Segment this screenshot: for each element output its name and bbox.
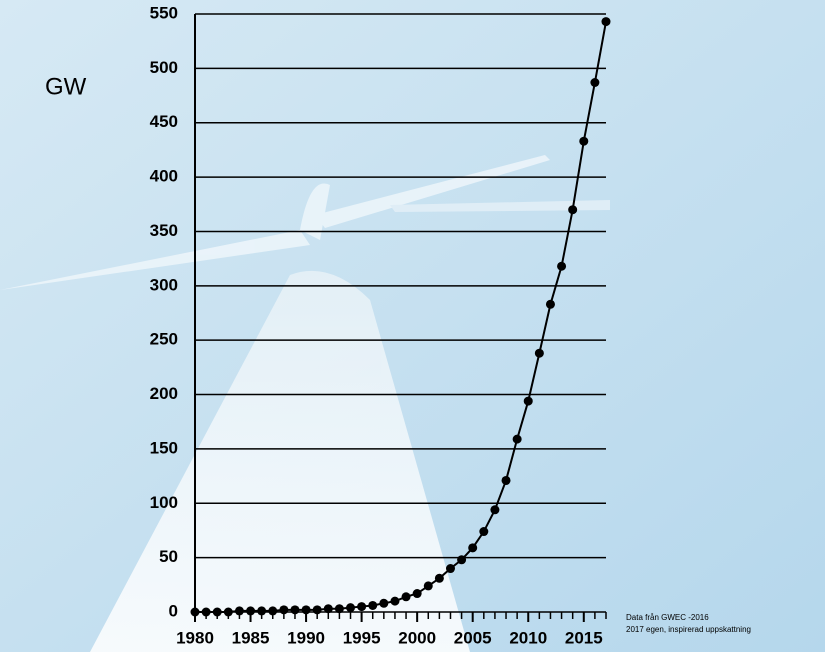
y-tick-label: 100	[150, 493, 178, 512]
y-tick-label: 400	[150, 167, 178, 186]
y-tick-label: 350	[150, 221, 178, 240]
data-point	[424, 581, 433, 590]
data-point	[446, 564, 455, 573]
data-point	[590, 78, 599, 87]
data-point	[579, 137, 588, 146]
data-point	[513, 435, 522, 444]
data-point	[213, 608, 222, 617]
data-point	[313, 605, 322, 614]
data-point	[379, 599, 388, 608]
data-point	[279, 605, 288, 614]
data-point	[568, 205, 577, 214]
y-tick-label: 500	[150, 58, 178, 77]
data-point	[468, 543, 477, 552]
y-tick-label: 50	[159, 547, 178, 566]
data-point	[290, 605, 299, 614]
data-point	[335, 604, 344, 613]
data-point	[368, 601, 377, 610]
y-tick-label: 150	[150, 438, 178, 457]
data-point	[435, 574, 444, 583]
x-tick-label: 2010	[509, 628, 547, 647]
y-tick-label: 450	[150, 112, 178, 131]
chart: GW Data från GWEC -2016 2017 egen, inspi…	[0, 0, 825, 652]
data-point	[557, 262, 566, 271]
x-tick-label: 1995	[343, 628, 381, 647]
x-tick-label: 1980	[176, 628, 214, 647]
data-point	[346, 603, 355, 612]
y-tick-label: 550	[150, 3, 178, 22]
data-point	[413, 589, 422, 598]
data-point	[224, 608, 233, 617]
data-point	[602, 17, 611, 26]
x-tick-label: 2000	[398, 628, 436, 647]
x-tick-label: 2015	[565, 628, 603, 647]
annotation: Data från GWEC -2016	[626, 613, 709, 622]
y-tick-label: 250	[150, 330, 178, 349]
data-point	[546, 300, 555, 309]
x-tick-label: 1985	[232, 628, 270, 647]
data-point	[268, 606, 277, 615]
data-point	[402, 592, 411, 601]
data-point	[235, 606, 244, 615]
annotation: 2017 egen, inspirerad uppskattning	[626, 625, 751, 634]
x-tick-label: 1990	[287, 628, 325, 647]
data-point	[246, 606, 255, 615]
y-tick-label: 200	[150, 384, 178, 403]
data-point	[357, 602, 366, 611]
data-point	[457, 555, 466, 564]
data-point	[502, 476, 511, 485]
data-point	[302, 605, 311, 614]
data-point	[535, 349, 544, 358]
data-point	[324, 604, 333, 613]
y-axis-label: GW	[45, 73, 87, 100]
y-tick-label: 0	[169, 601, 178, 620]
data-point	[202, 608, 211, 617]
data-point	[524, 397, 533, 406]
data-point	[191, 608, 200, 617]
data-point	[479, 527, 488, 536]
x-tick-label: 2005	[454, 628, 492, 647]
data-point	[490, 505, 499, 514]
data-point	[390, 597, 399, 606]
data-point	[257, 606, 266, 615]
y-tick-label: 300	[150, 275, 178, 294]
